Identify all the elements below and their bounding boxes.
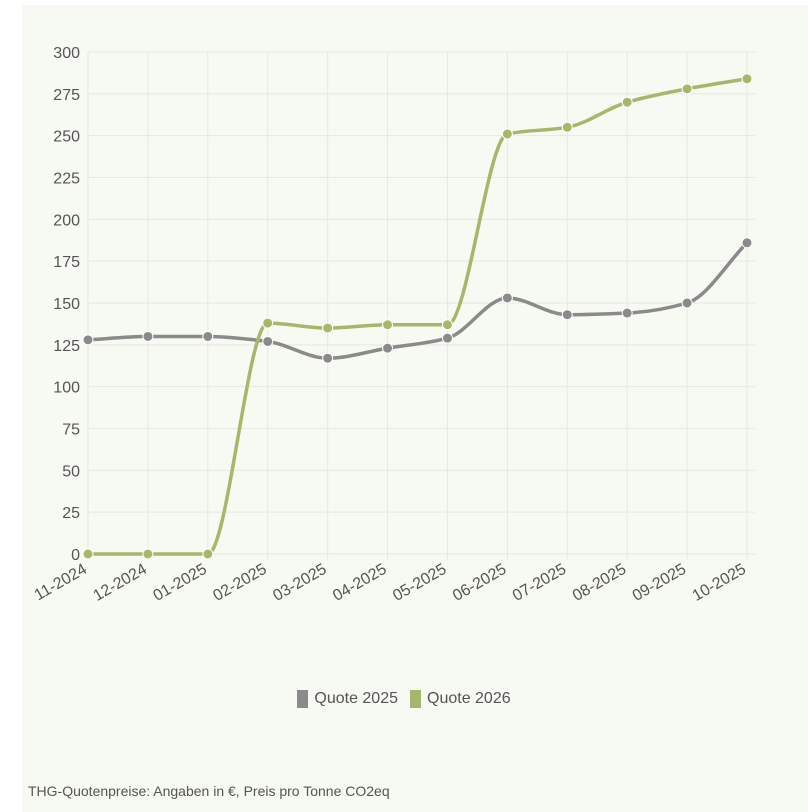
x-tick-label: 10-2025 <box>690 561 749 605</box>
x-tick-label: 08-2025 <box>570 561 629 605</box>
data-point <box>501 128 513 140</box>
data-point <box>202 330 214 342</box>
legend-label: Quote 2026 <box>427 690 511 707</box>
legend-label: Quote 2025 <box>314 690 398 707</box>
data-point <box>82 548 94 560</box>
data-point <box>621 307 633 319</box>
data-point <box>441 332 453 344</box>
data-point <box>681 297 693 309</box>
data-point <box>82 334 94 346</box>
y-tick-label: 150 <box>53 296 80 313</box>
y-tick-label: 225 <box>53 171 80 188</box>
y-tick-label: 125 <box>53 338 80 355</box>
x-tick-label: 01-2025 <box>150 561 209 605</box>
data-point <box>142 330 154 342</box>
x-tick-label: 05-2025 <box>390 561 449 605</box>
y-tick-label: 275 <box>53 87 80 104</box>
data-point <box>142 548 154 560</box>
x-tick-label: 11-2024 <box>32 561 90 605</box>
y-tick-label: 50 <box>62 463 80 480</box>
data-point <box>681 83 693 95</box>
data-point <box>741 73 753 85</box>
line-chart: 0 25 50 75 100 125 150 175 200 225 250 275 300 11-202… <box>32 45 755 605</box>
data-point <box>441 319 453 331</box>
legend-item-quote-2025[interactable]: Quote 2025 <box>297 690 398 708</box>
y-tick-label: 300 <box>53 45 80 62</box>
y-tick-label: 250 <box>53 129 80 146</box>
data-point <box>202 548 214 560</box>
legend-swatch <box>297 690 309 708</box>
legend-swatch <box>410 690 421 708</box>
y-tick-label: 100 <box>53 380 80 397</box>
y-tick-label: 0 <box>71 547 80 564</box>
data-point <box>501 292 513 304</box>
data-point <box>322 322 334 334</box>
data-point <box>262 317 274 329</box>
series <box>82 73 753 560</box>
legend-item-quote-2026[interactable]: Quote 2026 <box>410 690 511 708</box>
y-tick-label: 200 <box>53 212 80 229</box>
x-tick-label: 02-2025 <box>210 561 269 605</box>
x-tick-label: 12-2024 <box>91 561 150 605</box>
chart-caption: THG-Quotenpreise: Angaben in €, Preis pr… <box>28 783 390 799</box>
grid <box>87 51 755 560</box>
data-point <box>561 309 573 321</box>
legend: Quote 2025 Quote 2026 <box>0 690 808 708</box>
series-line-2 <box>86 77 749 556</box>
x-tick-label: 09-2025 <box>630 561 689 605</box>
data-point <box>621 96 633 108</box>
y-tick-label: 175 <box>53 254 80 271</box>
data-point <box>561 121 573 133</box>
data-point <box>741 237 753 249</box>
series-line-1 <box>86 241 749 360</box>
y-tick-label: 25 <box>62 505 80 522</box>
chart-panel <box>22 5 808 812</box>
x-tick-label: 04-2025 <box>330 561 389 605</box>
x-tick-label: 06-2025 <box>450 561 509 605</box>
x-tick-label: 03-2025 <box>270 561 329 605</box>
x-tick-label: 07-2025 <box>510 561 569 605</box>
data-point <box>262 335 274 347</box>
data-point <box>322 352 334 364</box>
data-point <box>382 319 394 331</box>
data-point <box>382 342 394 354</box>
y-tick-label: 75 <box>62 422 80 439</box>
